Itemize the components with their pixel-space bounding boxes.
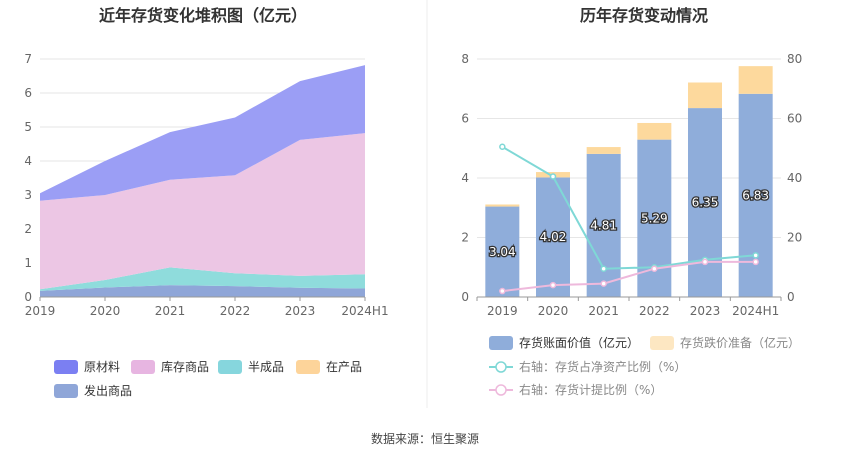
left-x-tick-label: 2023 <box>285 304 316 318</box>
left-y-tick-label: 0 <box>24 290 32 304</box>
bar-impairment-reserve <box>586 147 621 154</box>
left-y-tick-label: 5 <box>24 120 32 134</box>
right-right-y-tick-label: 20 <box>787 231 802 245</box>
left-x-tick-label: 2019 <box>25 304 56 318</box>
bar-value-label: 6.83 <box>742 188 769 202</box>
line-point <box>651 265 658 272</box>
right-right-y-tick-label: 80 <box>787 52 802 66</box>
data-source-footer: 数据来源：恒生聚源 <box>371 431 479 446</box>
left-y-tick-label: 1 <box>24 256 32 270</box>
bar-impairment-reserve <box>637 122 672 140</box>
right-chart-title: 历年存货变动情况 <box>580 6 708 25</box>
legend-swatch-半成品 <box>218 360 242 374</box>
legend-label-发出商品: 发出商品 <box>84 383 132 398</box>
right-right-y-tick-label: 40 <box>787 171 802 185</box>
legend-swatch-book-value <box>489 336 513 350</box>
bar-book-value <box>688 108 722 298</box>
right-x-tick-label: 2021 <box>588 304 619 318</box>
right-right-y-tick-label: 60 <box>787 112 802 126</box>
legend-label-book-value: 存货账面价值（亿元） <box>519 335 639 350</box>
left-chart-title: 近年存货变化堆积图（亿元） <box>99 6 307 25</box>
left-y-tick-label: 4 <box>24 154 32 168</box>
line-point <box>600 280 607 287</box>
area-半成品 <box>40 267 365 291</box>
legend-swatch-发出商品 <box>54 384 78 398</box>
legend-swatch-impairment-reserve <box>650 336 674 350</box>
line-point <box>752 258 759 266</box>
bar-book-value <box>485 206 520 297</box>
right-right-y-tick-label: 0 <box>787 290 795 304</box>
area-库存商品 <box>40 133 365 290</box>
bar-impairment-reserve <box>485 204 520 207</box>
bar-value-label: 4.81 <box>590 218 617 232</box>
legend-label-line: 右轴：存货占净资产比例（%） <box>519 359 686 374</box>
legend-swatch-原材料 <box>54 360 78 374</box>
legend-label-line: 右轴：存货计提比例（%） <box>519 382 662 397</box>
right-x-tick-label: 2020 <box>538 304 569 318</box>
left-y-tick-label: 2 <box>24 222 32 236</box>
bar-book-value <box>586 153 621 297</box>
right-left-y-tick-label: 4 <box>461 171 469 185</box>
line-point <box>701 258 709 266</box>
legend-label-impairment-reserve: 存货跌价准备（亿元） <box>680 335 800 350</box>
area-发出商品 <box>40 285 365 297</box>
line-右轴：存货计提比例（%） <box>502 260 756 293</box>
line-point <box>499 287 506 295</box>
left-x-tick-label: 2021 <box>155 304 186 318</box>
right-left-y-tick-label: 0 <box>461 290 469 304</box>
line-右轴：存货占净资产比例（%） <box>501 145 756 270</box>
right-left-y-tick-label: 6 <box>461 112 469 126</box>
bar-value-label: 3.04 <box>489 245 516 259</box>
left-y-tick-label: 3 <box>24 188 32 202</box>
left-x-tick-label: 2022 <box>220 304 251 318</box>
area-原材料 <box>40 65 365 201</box>
legend-label-半成品: 半成品 <box>248 360 284 374</box>
line-point <box>600 265 607 272</box>
left-x-tick-label: 2024H1 <box>341 304 388 318</box>
legend-line-marker <box>495 361 507 373</box>
legend-line-marker <box>495 384 507 396</box>
right-x-tick-label: 2022 <box>639 304 670 318</box>
left-y-tick-label: 6 <box>24 86 32 100</box>
legend-swatch-在产品 <box>296 360 320 374</box>
bar-value-label: 6.35 <box>692 196 719 210</box>
legend-label-在产品: 在产品 <box>326 360 362 374</box>
bar-value-label: 5.29 <box>641 211 668 225</box>
line-point <box>549 173 557 180</box>
line-point <box>499 143 506 151</box>
line-point <box>549 281 557 289</box>
bar-impairment-reserve <box>688 82 722 109</box>
right-x-tick-label: 2023 <box>690 304 721 318</box>
bar-value-label: 4.02 <box>540 230 567 244</box>
left-y-tick-label: 7 <box>24 52 32 66</box>
legend-swatch-库存商品 <box>131 360 155 374</box>
left-x-tick-label: 2020 <box>90 304 121 318</box>
legend-label-库存商品: 库存商品 <box>161 359 209 374</box>
right-x-tick-label: 2019 <box>487 304 518 318</box>
right-left-y-tick-label: 2 <box>461 231 469 245</box>
right-left-y-tick-label: 8 <box>461 52 469 66</box>
right-x-tick-label: 2024H1 <box>732 304 779 318</box>
legend-label-原材料: 原材料 <box>84 360 120 374</box>
bar-impairment-reserve <box>738 66 773 94</box>
line-point <box>752 252 759 259</box>
